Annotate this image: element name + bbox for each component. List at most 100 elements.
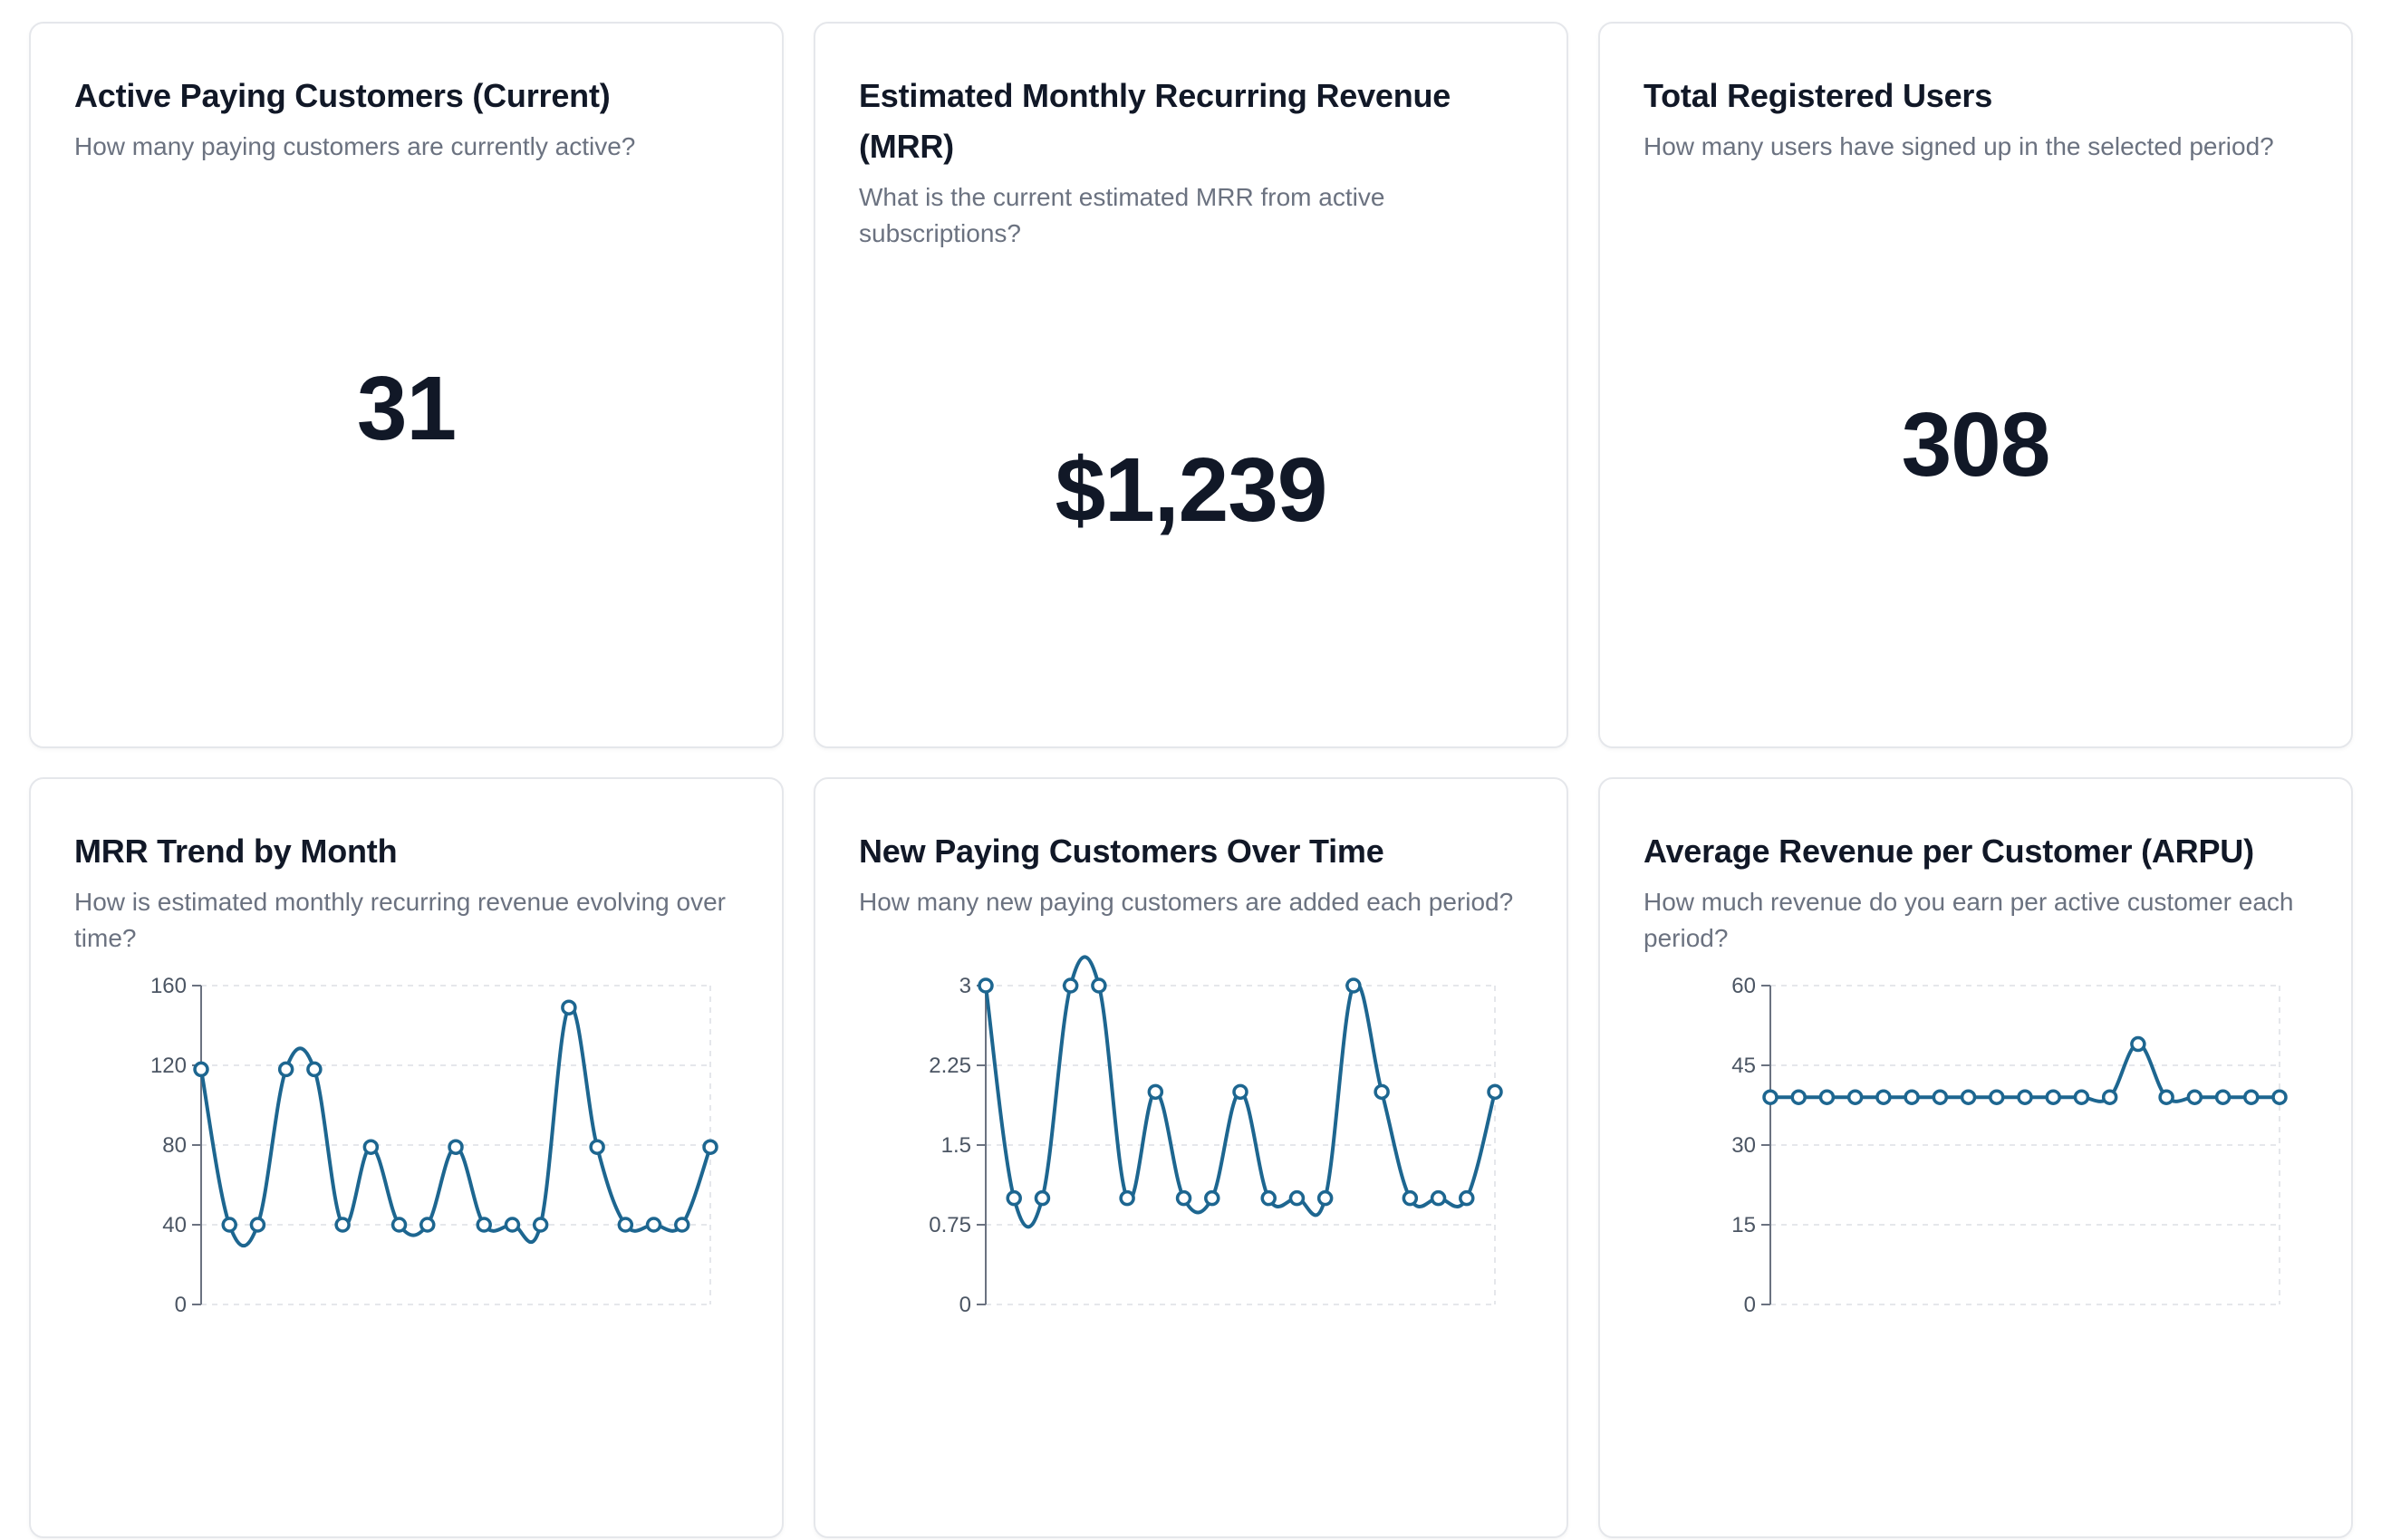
card-subtitle: What is the current estimated MRR from a… [859,183,1385,247]
y-tick-label: 0.75 [929,1213,971,1237]
chart-card-mrr-trend[interactable]: MRR Trend by Month How is estimated mont… [29,777,784,1538]
data-point [249,1217,266,1233]
chart-card-new-customers[interactable]: New Paying Customers Over Time How many … [814,777,1568,1538]
card-title: Estimated Monthly Recurring Revenue (MRR… [859,77,1451,165]
y-tick-label: 40 [162,1213,187,1237]
chart-card-arpu[interactable]: Average Revenue per Customer (ARPU) How … [1598,777,2353,1538]
card-title: MRR Trend by Month [74,833,398,870]
kpi-value: 308 [1901,394,2051,496]
data-point [2017,1089,2033,1105]
chart-grid: 0 40 80 120 160 [150,974,711,1317]
data-point [1762,1089,1779,1105]
data-point [1288,1189,1306,1207]
data-point [1091,977,1107,994]
data-point [645,1217,662,1233]
data-point [1904,1089,1920,1105]
card-subtitle: How much revenue do you earn per active … [1644,888,2294,952]
kpi-value-wrap: $1,239 [815,150,1566,694]
data-point [617,1217,634,1233]
data-point [1960,1089,1977,1105]
card-subtitle: How is estimated monthly recurring reven… [74,888,726,952]
y-tick-label: 160 [150,974,187,998]
data-point [1316,1189,1334,1207]
data-point [390,1217,408,1233]
card-title: Active Paying Customers (Current) [74,77,611,114]
data-point [193,1061,209,1078]
kpi-card-mrr[interactable]: Estimated Monthly Recurring Revenue (MRR… [814,22,1568,748]
card-title: Average Revenue per Customer (ARPU) [1644,833,2254,870]
data-point [1818,1089,1836,1105]
arpu-chart: 0 15 30 45 60 [1731,974,2288,1317]
card-subtitle: How many paying customers are currently … [74,132,636,160]
data-point [334,1217,351,1233]
card-title: New Paying Customers Over Time [859,833,1384,870]
dashboard-grid: Active Paying Customers (Current) How ma… [29,22,2354,1538]
data-point [1175,1189,1192,1207]
data-point [1989,1089,2005,1105]
data-point [674,1217,690,1233]
data-point [476,1217,492,1233]
data-point [978,977,994,994]
data-point [362,1139,380,1155]
kpi-card-registered-users[interactable]: Total Registered Users How many users ha… [1598,22,2353,748]
y-tick-label: 2.25 [929,1054,971,1078]
data-point [1260,1189,1277,1207]
data-point [2130,1035,2146,1053]
data-point [2243,1089,2260,1105]
kpi-value: 31 [356,358,457,459]
data-point [2186,1089,2203,1105]
data-point [1430,1189,1447,1207]
data-point [1119,1189,1135,1207]
data-point [2271,1089,2288,1105]
data-point [419,1217,436,1233]
data-point [504,1217,521,1233]
y-tick-label: 120 [150,1054,187,1078]
data-point [1875,1089,1892,1105]
y-tick-label: 45 [1731,1054,1756,1078]
card-title: Total Registered Users [1644,77,1993,114]
series-line [199,1004,712,1247]
data-point [1204,1189,1220,1207]
data-point [1459,1189,1475,1207]
y-tick-label: 60 [1731,974,1756,998]
data-point [1006,1189,1022,1207]
chart-grid: 0 0.75 1.5 2.25 3 [929,974,1496,1317]
data-point [2214,1089,2232,1105]
mrr-trend-chart: 0 40 80 120 160 [150,974,718,1317]
data-point [702,1139,718,1155]
y-tick-label: 1.5 [941,1133,971,1158]
data-point [561,999,577,1015]
data-point [2101,1089,2118,1105]
data-point [532,1217,549,1233]
kpi-card-active-customers[interactable]: Active Paying Customers (Current) How ma… [29,22,784,748]
card-subtitle: How many users have signed up in the sel… [1644,132,2274,160]
data-point [1402,1189,1419,1207]
series-line [984,955,1497,1229]
y-tick-label: 30 [1731,1133,1756,1158]
data-point [589,1139,605,1155]
y-tick-label: 0 [959,1293,971,1317]
y-tick-label: 3 [959,974,971,998]
data-point [1034,1189,1051,1207]
data-point [2158,1089,2174,1105]
data-point [2073,1089,2090,1105]
data-point [1374,1083,1390,1101]
data-point [221,1217,237,1233]
data-point [1487,1083,1503,1101]
data-point [1232,1083,1248,1101]
kpi-value-wrap: 31 [31,150,782,694]
data-point [1062,977,1079,994]
y-tick-label: 0 [1744,1293,1756,1317]
data-point [1932,1089,1949,1105]
kpi-value-wrap: 308 [1600,150,2351,694]
data-point [1147,1083,1164,1101]
data-point [448,1139,464,1155]
card-subtitle: How many new paying customers are added … [859,888,1514,916]
chart-grid: 0 15 30 45 60 [1731,974,2280,1317]
y-tick-label: 0 [175,1293,187,1317]
data-point [1345,977,1362,994]
y-tick-label: 80 [162,1133,187,1158]
new-customers-chart: 0 0.75 1.5 2.25 3 [929,955,1503,1317]
y-tick-label: 15 [1731,1213,1756,1237]
data-point [2045,1089,2061,1105]
